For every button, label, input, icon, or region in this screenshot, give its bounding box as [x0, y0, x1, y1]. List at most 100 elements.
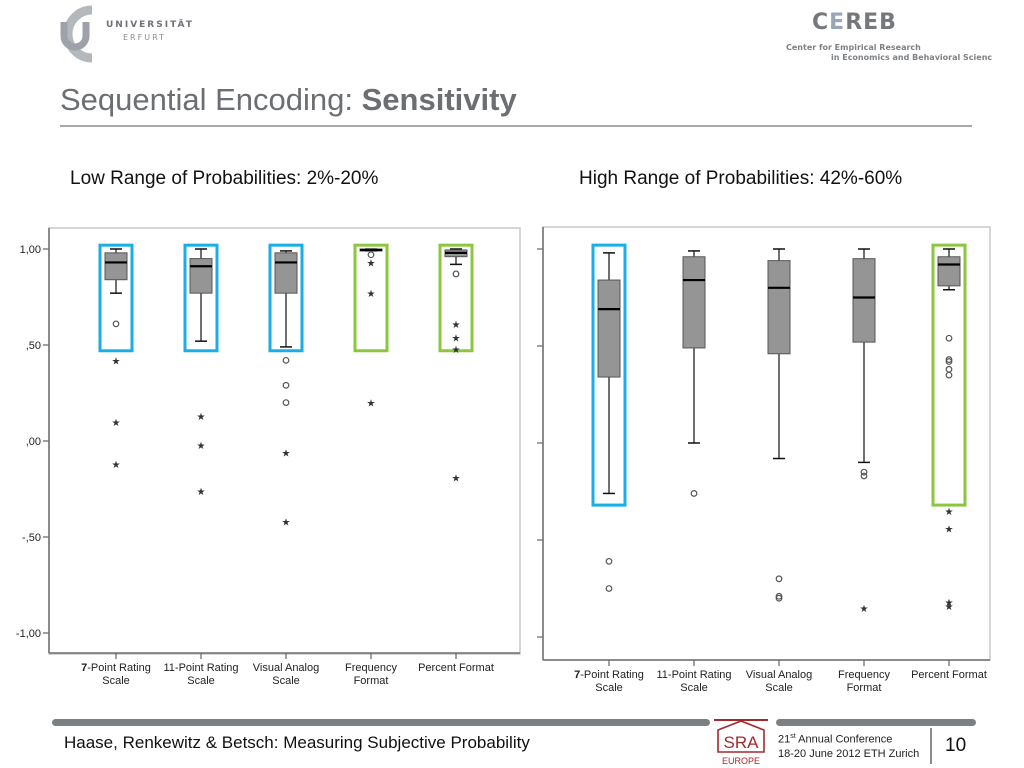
page-number: 10 [945, 735, 967, 756]
extreme-point: ★ [945, 602, 954, 613]
outlier-point [775, 594, 783, 602]
x-category-label: Frequency [345, 662, 397, 674]
footer-divider [930, 728, 932, 764]
box-iqr [597, 279, 621, 378]
boxplot-low-range: 1,00,50,00-,50-1,007-Point RatingScale★★… [16, 227, 521, 687]
cereb-logo-part: REB [845, 10, 897, 35]
outlier-point [282, 356, 290, 364]
x-category-label: Visual Analog [746, 669, 812, 681]
x-category-label: 11-Point Rating [656, 669, 731, 681]
x-category-label: Scale [187, 675, 215, 687]
outlier-point [945, 358, 953, 365]
page-title-normal: Sequential Encoding: [60, 82, 362, 117]
outlier-point [282, 381, 290, 389]
outlier-point [945, 371, 953, 379]
outlier-point [112, 320, 120, 328]
x-category-label: Scale [272, 675, 300, 687]
x-category-label: 11-Point Rating [163, 662, 238, 674]
sra-logo-subtext: EUROPE [722, 756, 760, 766]
outlier-point [945, 356, 953, 363]
x-category-label: Visual Analog [253, 662, 319, 674]
box-iqr [767, 260, 791, 355]
y-tick-label: -1,00 [16, 628, 41, 640]
x-category-label: Scale [765, 682, 793, 694]
extreme-point: ★ [367, 258, 376, 269]
outlier-point [775, 592, 783, 600]
box-iqr [104, 252, 128, 281]
y-tick-label: 1,00 [20, 244, 41, 256]
conference-name: 21st Annual Conference [778, 733, 892, 746]
extreme-point: ★ [452, 345, 461, 356]
cereb-logo-part: E [829, 10, 846, 35]
x-category-label: Frequency [838, 669, 890, 681]
extreme-point: ★ [112, 418, 121, 429]
y-tick-label: -,50 [22, 532, 41, 544]
conference-date-location: 18-20 June 2012 ETH Zurich [778, 748, 920, 760]
outlier-point [282, 399, 290, 407]
sra-logo-text: SRA [724, 733, 760, 752]
footer-bar-right [776, 719, 976, 726]
highlight-frame [268, 243, 304, 353]
extreme-point: ★ [945, 524, 954, 535]
x-category-label: Format [354, 675, 389, 687]
highlight-frame [591, 243, 627, 507]
outlier-point [452, 270, 460, 278]
x-category-label: 7-Point Rating [574, 669, 644, 681]
outlier-point [860, 468, 868, 476]
extreme-point: ★ [197, 441, 206, 452]
footer-bar-left [52, 719, 710, 726]
x-category-label: Format [847, 682, 882, 694]
extreme-point: ★ [945, 507, 954, 518]
cereb-logo: CEREB [812, 10, 897, 35]
extreme-point: ★ [112, 460, 121, 471]
outlier-point [775, 575, 783, 583]
cereb-subtitle-line1: Center for Empirical Research [786, 43, 921, 52]
conference-ordinal: 21 [778, 733, 791, 746]
x-category-label: Scale [102, 675, 130, 687]
extreme-point: ★ [197, 487, 206, 498]
university-city: ERFURT [123, 33, 166, 42]
x-category-label: Scale [595, 682, 623, 694]
cereb-subtitle-line2: in Economics and Behavioral Scienc [831, 53, 993, 62]
box-iqr [682, 256, 706, 349]
page-title: Sequential Encoding: Sensitivity [60, 82, 517, 118]
subtitle-low-range: Low Range of Probabilities: 2%-20% [70, 168, 379, 189]
page-title-bold: Sensitivity [361, 82, 517, 117]
outlier-point [945, 334, 953, 342]
outlier-point [690, 490, 698, 497]
extreme-point: ★ [197, 412, 206, 423]
extreme-point: ★ [112, 356, 121, 367]
extreme-point: ★ [452, 333, 461, 344]
y-tick-label: ,50 [26, 340, 41, 352]
extreme-point: ★ [282, 449, 291, 460]
box-iqr [189, 258, 213, 294]
extreme-point: ★ [367, 289, 376, 300]
extreme-point: ★ [452, 473, 461, 484]
universitaet-erfurt-logo-icon [60, 5, 93, 63]
highlight-frame [438, 243, 474, 353]
university-name: UNIVERSITÄT [106, 20, 194, 30]
box-iqr [852, 258, 876, 343]
extreme-point: ★ [860, 604, 869, 615]
x-category-label: Scale [680, 682, 708, 694]
conference-ordinal-suffix: st [790, 733, 796, 740]
extreme-point: ★ [945, 598, 954, 609]
box-iqr [937, 256, 961, 287]
outlier-point [605, 557, 613, 565]
outlier-point [605, 585, 613, 592]
extreme-point: ★ [282, 518, 291, 529]
x-category-label: Percent Format [418, 662, 494, 674]
extreme-point: ★ [367, 399, 376, 410]
outlier-point [860, 472, 868, 480]
highlight-frame [353, 243, 389, 353]
outlier-point [367, 251, 375, 259]
sra-europe-logo-icon: SRA EUROPE [714, 719, 768, 766]
footer-authors: Haase, Renkewitz & Betsch: Measuring Sub… [64, 733, 530, 752]
title-divider [60, 125, 972, 127]
conference-title: Annual Conference [795, 733, 893, 746]
cereb-logo-part: C [812, 10, 830, 35]
highlight-frame [931, 243, 967, 507]
subtitle-high-range: High Range of Probabilities: 42%-60% [579, 168, 903, 189]
extreme-point: ★ [452, 320, 461, 331]
